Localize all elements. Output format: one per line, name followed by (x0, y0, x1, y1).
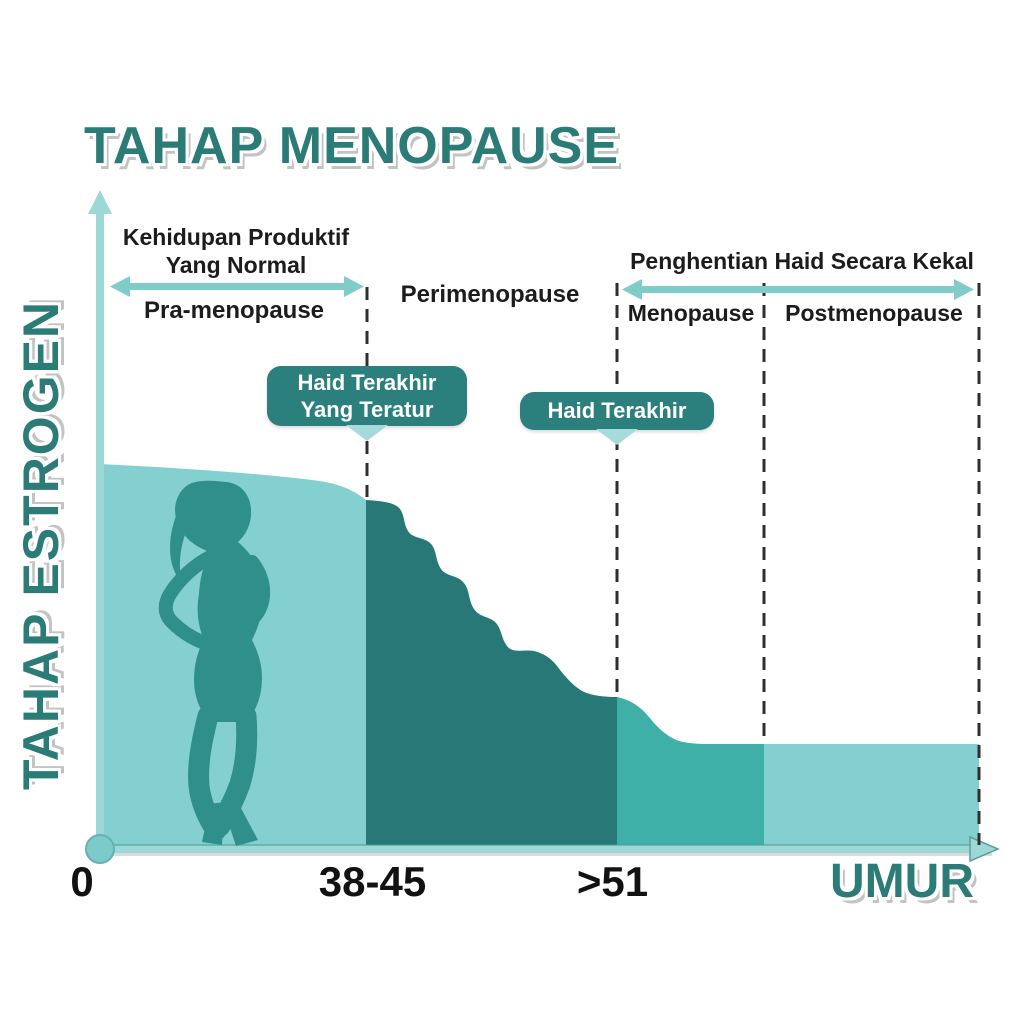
callout-pointer-icon (596, 429, 638, 445)
stage-boundary-dashed-lines (365, 283, 981, 845)
x-axis-label: UMUR (830, 855, 974, 908)
x-tick-38-45: 38-45 (318, 858, 427, 905)
axis-origin-dot (85, 834, 115, 864)
callout-text: Haid Terakhir (547, 398, 687, 423)
callout-pointer-icon (346, 425, 388, 441)
callout-line2: Yang Teratur (300, 397, 434, 422)
area-postmenopause (764, 744, 979, 849)
phase-label-pra-menopause: Pra-menopause (143, 297, 325, 324)
y-axis-label: TAHAP ESTROGEN (13, 299, 69, 791)
page-title: TAHAP MENOPAUSE (84, 117, 620, 175)
productive-life-label: Kehidupan Produktif Yang Normal (108, 223, 364, 279)
x-axis-arrowhead-icon (969, 835, 1000, 863)
callout-line1: Haid Terakhir (297, 370, 437, 395)
phase-label-menopause: Menopause (627, 300, 755, 326)
permanent-stop-label: Penghentian Haid Secara Kekal (630, 248, 974, 274)
productive-life-line2: Yang Normal (165, 252, 307, 278)
area-perimenopause (366, 500, 617, 849)
callout-last-period: Haid Terakhir (520, 392, 714, 445)
pra-range-arrow-icon (110, 276, 364, 297)
productive-life-line1: Kehidupan Produktif (122, 224, 350, 250)
callout-last-regular-period: Haid Terakhir Yang Teratur (267, 366, 467, 441)
woman-silhouette-icon (158, 480, 271, 846)
phase-label-perimenopause: Perimenopause (400, 281, 580, 308)
x-axis-top-edge (96, 844, 982, 846)
y-axis-line (96, 208, 104, 849)
x-tick-0: 0 (70, 858, 94, 905)
phase-label-postmenopause: Postmenopause (785, 300, 963, 326)
x-axis-shadow (96, 853, 992, 856)
area-menopause (617, 697, 764, 849)
x-axis-line (96, 845, 982, 853)
permanent-range-arrow-icon (622, 279, 974, 300)
x-tick-51: >51 (576, 858, 649, 905)
y-axis-arrowhead-icon (88, 190, 112, 214)
